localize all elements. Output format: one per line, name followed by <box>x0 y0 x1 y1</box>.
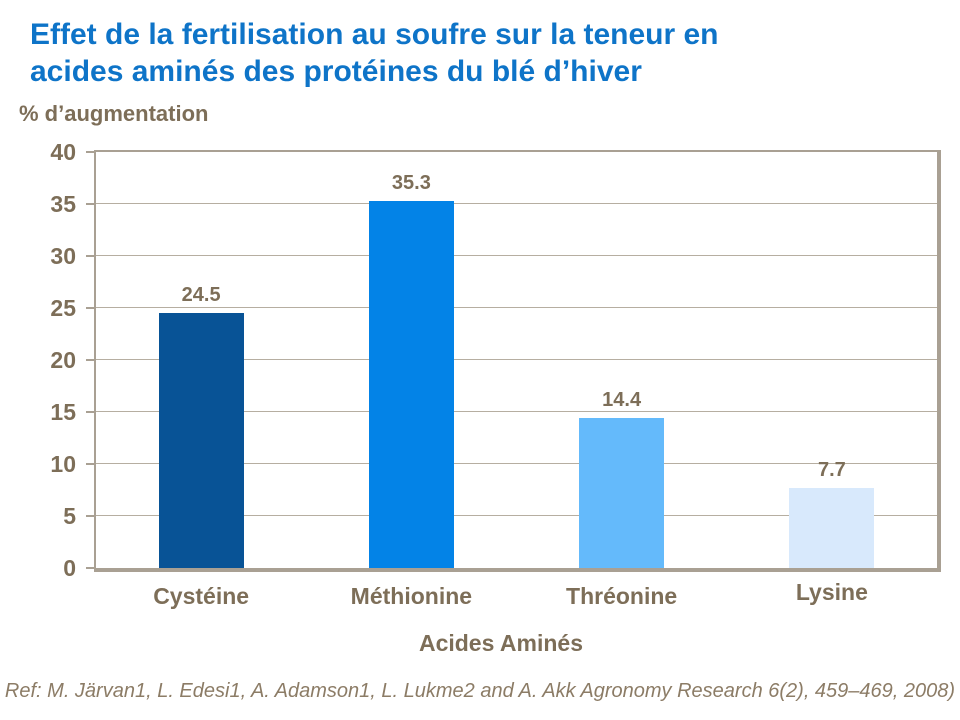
y-tick-label: 0 <box>63 555 76 581</box>
y-tick-mark <box>86 203 96 205</box>
bar-méthionine <box>368 200 454 568</box>
slide-title-line2: acides aminés des protéines du blé d’hiv… <box>30 55 642 88</box>
gridline <box>96 515 937 516</box>
x-axis-title: Acides Aminés <box>418 630 584 656</box>
bar-value-label: 14.4 <box>602 389 642 412</box>
y-tick-mark <box>86 359 96 361</box>
bar-lysine <box>789 487 875 568</box>
y-tick-mark <box>86 151 96 153</box>
gridline <box>96 463 937 464</box>
gridline <box>96 255 937 256</box>
y-tick-mark <box>86 463 96 465</box>
category-label-lysine: Lysine <box>795 579 868 605</box>
y-tick-label: 15 <box>50 399 76 425</box>
reference-citation: Ref: M. Järvan1, L. Edesi1, A. Adamson1,… <box>4 680 956 702</box>
category-label-thréonine: Thréonine <box>566 583 678 609</box>
y-tick-mark <box>86 255 96 257</box>
category-label-cystéine: Cystéine <box>153 583 250 609</box>
bar-value-label: 35.3 <box>391 171 431 194</box>
y-tick-label: 5 <box>63 503 76 529</box>
y-tick-mark <box>86 567 96 569</box>
y-tick-label: 35 <box>50 191 76 217</box>
plot-area: 24.5 35.3 14.4 7.7 <box>94 150 941 572</box>
gridline <box>96 411 937 412</box>
bar-value-label: 24.5 <box>181 284 221 307</box>
gridline <box>96 307 937 308</box>
slide-title-line1: Effet de la fertilisation au soufre sur … <box>30 18 719 51</box>
bar-value-label: 7.7 <box>817 458 846 481</box>
y-tick-label: 10 <box>50 451 76 477</box>
y-tick-label: 25 <box>50 295 76 321</box>
bar-cystéine <box>158 313 244 568</box>
gridline <box>96 359 937 360</box>
slide-title: Effet de la fertilisation au soufre sur … <box>30 16 940 90</box>
y-tick-label: 40 <box>50 139 76 165</box>
gridline <box>96 203 937 204</box>
bar-thréonine <box>579 418 665 568</box>
y-tick-label: 20 <box>50 347 76 373</box>
y-tick-mark <box>86 411 96 413</box>
y-tick-mark <box>86 515 96 517</box>
y-tick-label: 30 <box>50 243 76 269</box>
category-label-méthionine: Méthionine <box>350 583 473 609</box>
y-axis-unit-label: % d’augmentation <box>19 101 209 126</box>
y-tick-mark <box>86 307 96 309</box>
